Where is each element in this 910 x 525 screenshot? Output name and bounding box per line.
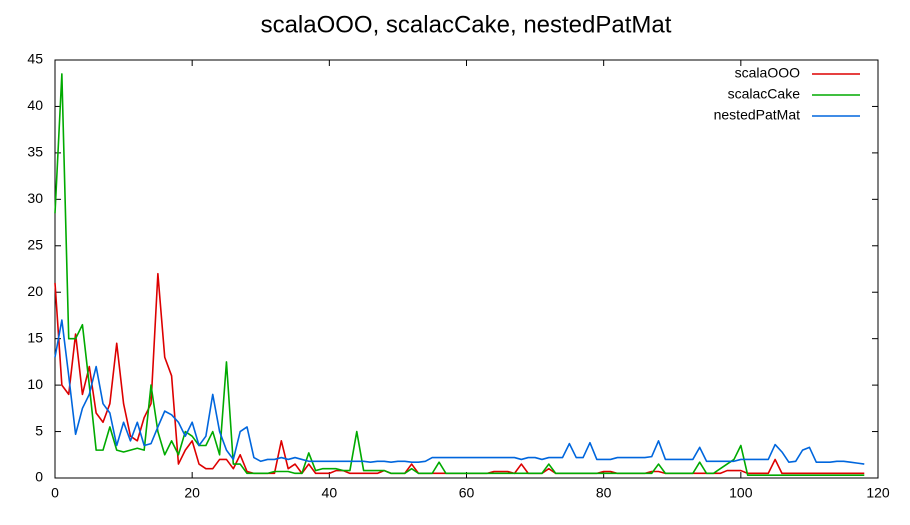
y-tick-label: 45	[27, 51, 43, 67]
x-tick-label: 80	[596, 485, 612, 501]
legend-label: nestedPatMat	[714, 107, 800, 123]
x-tick-label: 40	[322, 485, 338, 501]
legend-label: scalaOOO	[735, 65, 800, 81]
y-tick-label: 5	[35, 422, 43, 438]
data-line	[54, 73, 865, 477]
y-tick-label: 35	[27, 144, 43, 160]
legend-label: scalacCake	[728, 86, 801, 102]
x-tick-label: 60	[459, 485, 475, 501]
x-tick-label: 0	[51, 485, 59, 501]
y-tick-label: 25	[27, 236, 43, 252]
y-tick-label: 15	[27, 329, 43, 345]
x-tick-label: 100	[729, 485, 753, 501]
y-tick-label: 10	[27, 376, 43, 392]
chart-title: scalaOOO, scalacCake, nestedPatMat	[261, 11, 672, 38]
x-tick-label: 120	[866, 485, 890, 501]
y-tick-label: 40	[27, 97, 43, 113]
data-line	[54, 319, 865, 465]
x-tick-label: 20	[184, 485, 200, 501]
y-tick-label: 30	[27, 190, 43, 206]
y-tick-label: 20	[27, 283, 43, 299]
y-tick-label: 0	[35, 469, 43, 485]
